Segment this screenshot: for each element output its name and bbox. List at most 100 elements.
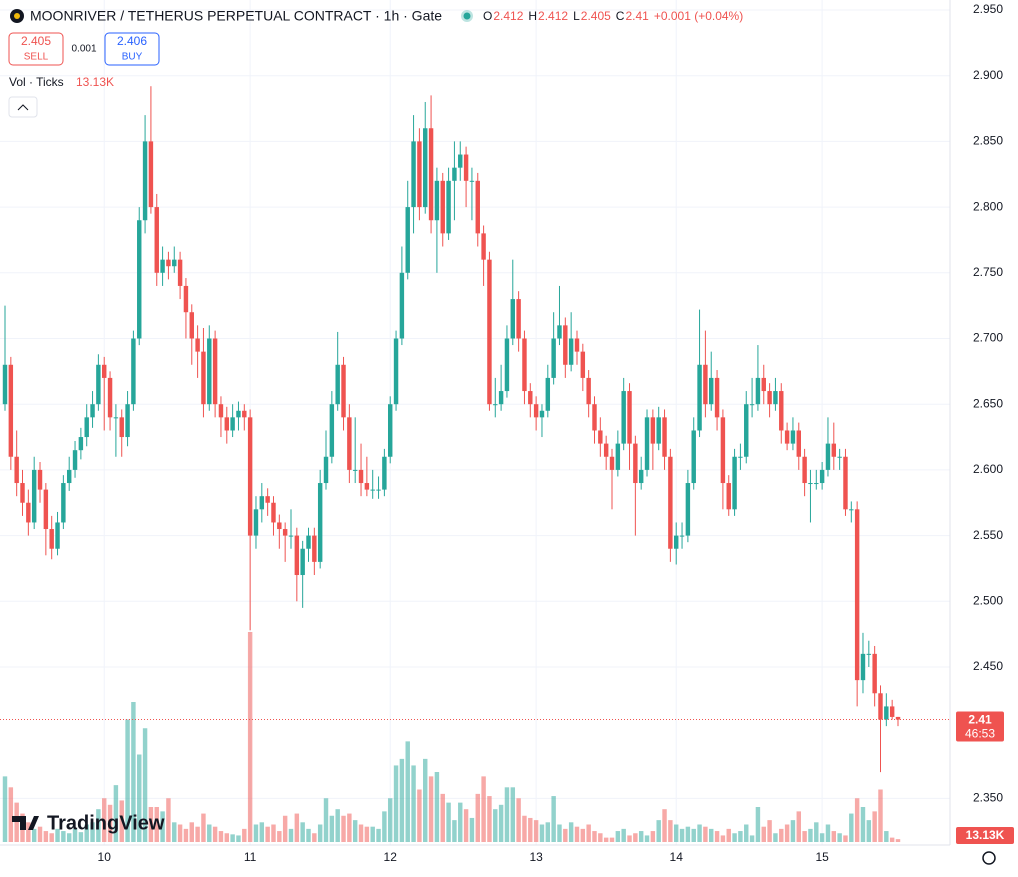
- brand-logo: [12, 816, 39, 830]
- y-tick-label: 2.500: [973, 593, 1003, 607]
- volume-bar: [125, 719, 130, 842]
- volume-bar: [259, 822, 265, 842]
- candle-body: [633, 443, 638, 484]
- candle-body: [685, 483, 691, 536]
- volume-bar: [691, 828, 696, 842]
- volume-bar: [31, 828, 37, 842]
- candle-body: [726, 483, 731, 510]
- candle-body: [843, 456, 848, 510]
- volume-bar: [837, 833, 842, 842]
- candle-body: [446, 180, 451, 234]
- volume-bar: [825, 824, 831, 842]
- volume-legend-value: 13.13K: [76, 75, 114, 89]
- sell-button[interactable]: [8, 32, 64, 66]
- candle-body: [166, 259, 171, 267]
- last-price-label: 2.41: [968, 713, 992, 727]
- volume-bar: [709, 828, 714, 842]
- volume-bar: [755, 807, 761, 842]
- candle-body: [854, 509, 860, 681]
- volume-bar: [160, 811, 165, 842]
- y-tick-label: 2.650: [973, 396, 1003, 410]
- volume-bar: [650, 831, 656, 842]
- ohlc-value: 2.412: [538, 9, 568, 23]
- buy-button[interactable]: [104, 32, 160, 66]
- volume-bar: [563, 828, 568, 842]
- volume-bar: [568, 822, 574, 842]
- volume-bar: [294, 813, 300, 842]
- x-tick-label: 11: [244, 850, 257, 864]
- y-tick-label: 2.600: [973, 462, 1003, 476]
- buy-price: 2.406: [117, 34, 147, 48]
- collapse-icon: [17, 104, 29, 111]
- candle-body: [119, 417, 124, 438]
- candle-body: [107, 377, 113, 418]
- candle-body: [271, 502, 276, 523]
- volume-bar: [545, 822, 551, 842]
- candle-body: [831, 443, 837, 457]
- volume-bar: [370, 826, 375, 842]
- candle-body: [884, 706, 889, 720]
- volume-bar: [854, 798, 860, 842]
- candle-body: [224, 417, 230, 431]
- volume-bar: [493, 809, 498, 842]
- candle-body: [347, 417, 352, 470]
- candle-body: [417, 141, 422, 208]
- volume-bar: [312, 833, 317, 842]
- volume-bar: [598, 833, 603, 842]
- candle-body: [242, 410, 247, 418]
- settings-icon[interactable]: [982, 851, 996, 865]
- candle-body: [131, 338, 136, 405]
- candle-body: [522, 338, 527, 392]
- volume-tag-label: 13.13K: [966, 828, 1005, 842]
- candle-body: [160, 259, 165, 273]
- candle-body: [673, 535, 679, 549]
- candle-body: [195, 338, 200, 352]
- volume-bar: [323, 798, 329, 842]
- candle-body: [586, 377, 591, 405]
- candle-body: [779, 391, 784, 431]
- volume-bar: [66, 833, 72, 842]
- candle-body: [312, 535, 317, 562]
- candle-body: [487, 259, 492, 405]
- candle-body: [434, 180, 440, 221]
- volume-bar: [434, 772, 440, 842]
- volume-bar: [96, 809, 101, 842]
- candle-body: [288, 535, 294, 537]
- candle-body: [650, 417, 656, 444]
- volume-bar: [405, 741, 410, 842]
- volume-bar: [498, 804, 504, 842]
- volume-bar: [866, 820, 872, 842]
- volume-bar: [300, 822, 305, 842]
- candle-body: [423, 128, 428, 208]
- volume-bar: [878, 789, 883, 842]
- volume-bar: [201, 813, 206, 842]
- candle-body: [872, 653, 877, 694]
- volume-bar: [49, 833, 54, 842]
- candle-body: [510, 299, 516, 339]
- volume-bar: [557, 824, 562, 842]
- candle-body: [253, 509, 259, 536]
- candle-body: [475, 180, 480, 234]
- candle-body: [207, 338, 212, 405]
- candle-body: [277, 522, 282, 530]
- candle-body: [580, 351, 586, 378]
- candle-body: [545, 377, 551, 411]
- ohlc-value: 2.412: [493, 9, 523, 23]
- volume-bar: [277, 831, 282, 842]
- volume-bar: [78, 832, 84, 842]
- collapse-button[interactable]: [8, 96, 38, 118]
- volume-bar: [335, 809, 340, 842]
- candle-body: [172, 259, 177, 267]
- volume-bar: [849, 813, 854, 842]
- candle-body: [329, 404, 335, 457]
- volume-bar: [172, 822, 177, 842]
- candle-body: [49, 529, 54, 549]
- volume-bar: [230, 834, 235, 842]
- volume-bar: [282, 815, 288, 842]
- volume-bar: [860, 807, 866, 842]
- volume-bar: [411, 765, 416, 842]
- volume-bar: [673, 824, 679, 842]
- volume-bar: [341, 815, 346, 842]
- candle-body: [849, 509, 854, 511]
